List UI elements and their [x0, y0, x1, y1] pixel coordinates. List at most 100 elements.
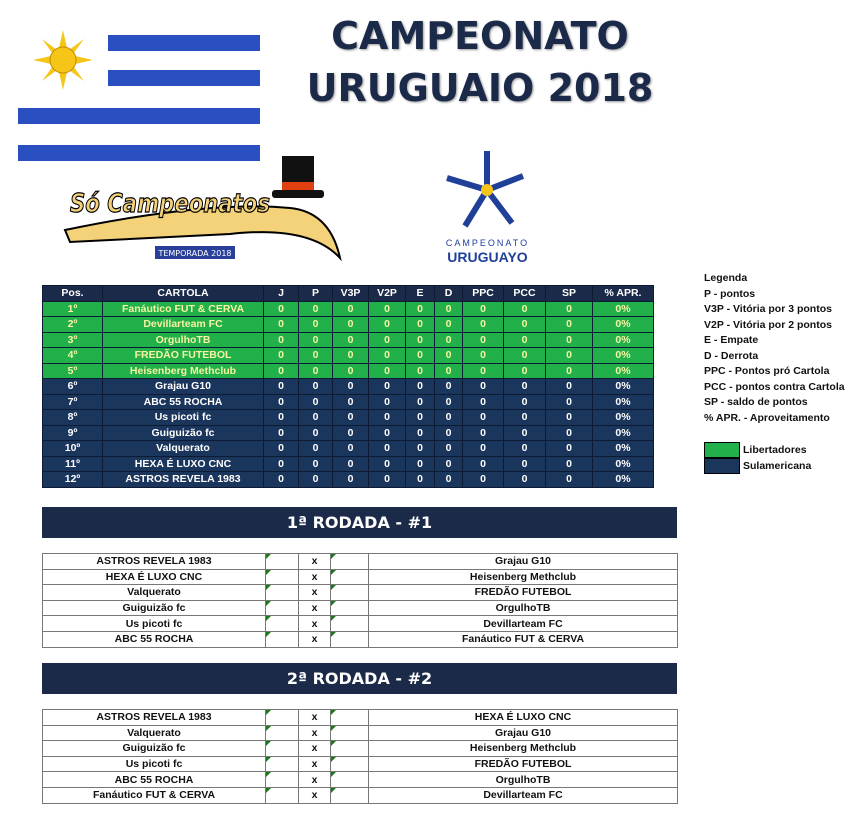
home-score-cell[interactable] — [265, 755, 299, 773]
versus-label: x — [298, 630, 331, 648]
stat-cell: 0 — [545, 316, 593, 333]
stat-cell: 0 — [368, 471, 406, 488]
stat-cell: 0 — [332, 393, 369, 410]
stat-cell: 0 — [503, 378, 546, 395]
stat-cell: 0% — [592, 393, 654, 410]
legend: Legenda P - pontos V3P - Vitória por 3 po… — [704, 271, 845, 475]
home-score-cell[interactable] — [265, 599, 299, 617]
home-score-cell[interactable] — [265, 709, 299, 726]
stat-cell: 0 — [503, 409, 546, 426]
stat-cell: 0 — [434, 455, 463, 472]
home-team: ASTROS REVELA 1983 — [42, 709, 266, 726]
team-name-cell: Guiguizão fc — [102, 424, 264, 441]
away-score-cell[interactable] — [330, 724, 369, 742]
zone-label: Sulamericana — [743, 460, 812, 473]
stat-cell: 0 — [405, 316, 435, 333]
stat-cell: 0 — [332, 378, 369, 395]
away-score-cell[interactable] — [330, 709, 369, 726]
home-score-cell[interactable] — [265, 786, 299, 804]
stat-cell: 0% — [592, 300, 654, 317]
stat-cell: 0 — [332, 471, 369, 488]
away-score-cell[interactable] — [330, 568, 369, 586]
home-score-cell[interactable] — [265, 553, 299, 570]
away-score-cell[interactable] — [330, 615, 369, 632]
match-row: ASTROS REVELA 1983 x HEXA É LUXO CNC — [42, 709, 678, 726]
stat-cell: 0 — [298, 362, 333, 379]
position-cell: 7º — [42, 393, 103, 410]
away-score-cell[interactable] — [330, 630, 369, 648]
stat-cell: 0 — [332, 409, 369, 426]
stat-cell: 0 — [434, 347, 463, 364]
away-score-cell[interactable] — [330, 786, 369, 804]
column-header: D — [434, 285, 463, 302]
stat-cell: 0 — [263, 362, 299, 379]
stat-cell: 0 — [462, 440, 504, 457]
away-team: Heisenberg Methclub — [368, 740, 678, 757]
stat-cell: 0 — [405, 393, 435, 410]
home-score-cell[interactable] — [265, 630, 299, 648]
away-score-cell[interactable] — [330, 599, 369, 617]
match-row: Guiguizão fc x Heisenberg Methclub — [42, 740, 678, 757]
stat-cell: 0 — [298, 316, 333, 333]
stat-cell: 0 — [434, 331, 463, 348]
position-cell: 5º — [42, 362, 103, 379]
away-score-cell[interactable] — [330, 553, 369, 570]
column-header: E — [405, 285, 435, 302]
team-name-cell: Heisenberg Methclub — [102, 362, 264, 379]
table-row: 9º Guiguizão fc 0 0 0 0 0 0 0 0 0 0% — [42, 424, 654, 441]
table-row: 7º ABC 55 ROCHA 0 0 0 0 0 0 0 0 0 0% — [42, 393, 654, 410]
home-score-cell[interactable] — [265, 615, 299, 632]
stat-cell: 0 — [332, 440, 369, 457]
stat-cell: 0 — [503, 393, 546, 410]
table-row: 10º Valquerato 0 0 0 0 0 0 0 0 0 0% — [42, 440, 654, 457]
legend-item: SP - saldo de pontos — [704, 396, 808, 408]
logo-text-uruguayo: URUGUAYO — [447, 249, 528, 265]
home-score-cell[interactable] — [265, 724, 299, 742]
stat-cell: 0 — [545, 409, 593, 426]
column-header: V3P — [332, 285, 369, 302]
stat-cell: 0 — [263, 471, 299, 488]
stat-cell: 0 — [405, 378, 435, 395]
stat-cell: 0 — [368, 409, 406, 426]
home-team: Us picoti fc — [42, 615, 266, 632]
title-line-1: CAMPEONATO — [331, 14, 629, 58]
table-row: 8º Us picoti fc 0 0 0 0 0 0 0 0 0 0% — [42, 409, 654, 426]
stat-cell: 0 — [263, 378, 299, 395]
away-team: OrgulhoTB — [368, 771, 678, 788]
away-team: FREDÃO FUTEBOL — [368, 755, 678, 773]
versus-label: x — [298, 755, 331, 773]
stat-cell: 0 — [545, 424, 593, 441]
position-cell: 8º — [42, 409, 103, 426]
stat-cell: 0 — [405, 409, 435, 426]
logo-text-campeonato: CAMPEONATO — [445, 238, 530, 248]
away-score-cell[interactable] — [330, 755, 369, 773]
stat-cell: 0 — [332, 424, 369, 441]
away-score-cell[interactable] — [330, 584, 369, 601]
match-row: Guiguizão fc x OrgulhoTB — [42, 599, 678, 617]
stat-cell: 0 — [462, 378, 504, 395]
stat-cell: 0 — [503, 300, 546, 317]
round-1-header: 1ª RODADA - #1 — [42, 507, 677, 538]
stat-cell: 0 — [503, 362, 546, 379]
stat-cell: 0% — [592, 471, 654, 488]
home-score-cell[interactable] — [265, 771, 299, 788]
stat-cell: 0 — [298, 378, 333, 395]
team-name-cell: Grajau G10 — [102, 378, 264, 395]
match-row: HEXA É LUXO CNC x Heisenberg Methclub — [42, 568, 678, 586]
stat-cell: 0 — [462, 471, 504, 488]
table-row: 2º Devillarteam FC 0 0 0 0 0 0 0 0 0 0% — [42, 316, 654, 333]
home-score-cell[interactable] — [265, 584, 299, 601]
position-cell: 9º — [42, 424, 103, 441]
home-score-cell[interactable] — [265, 568, 299, 586]
away-team: Grajau G10 — [368, 724, 678, 742]
away-score-cell[interactable] — [330, 740, 369, 757]
stat-cell: 0 — [434, 409, 463, 426]
stat-cell: 0 — [462, 347, 504, 364]
column-header: CARTOLA — [102, 285, 264, 302]
away-score-cell[interactable] — [330, 771, 369, 788]
column-header: PCC — [503, 285, 546, 302]
table-row: 4º FREDÃO FUTEBOL 0 0 0 0 0 0 0 0 0 0% — [42, 347, 654, 364]
round-1-matches: ASTROS REVELA 1983 x Grajau G10 HEXA É LUXO… — [42, 553, 678, 648]
home-score-cell[interactable] — [265, 740, 299, 757]
stat-cell: 0 — [263, 440, 299, 457]
